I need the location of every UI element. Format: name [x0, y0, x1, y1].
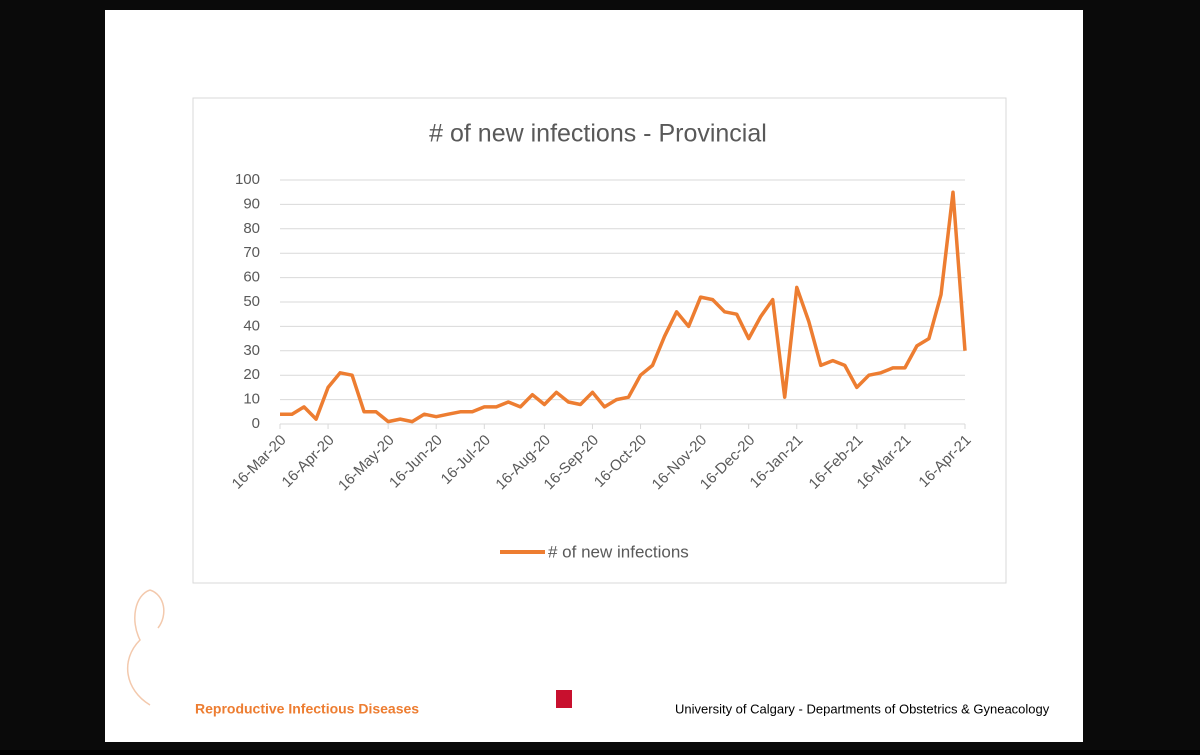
y-tick-label: 50	[243, 293, 260, 310]
logo	[556, 690, 572, 708]
decoration	[126, 589, 165, 706]
y-tick-label: 100	[235, 171, 260, 188]
y-tick-label: 40	[243, 317, 260, 334]
y-tick-label: 60	[243, 269, 260, 286]
y-tick-label: 90	[243, 195, 260, 212]
chart-frame	[192, 97, 1007, 584]
legend-label: # of new infections	[548, 542, 689, 561]
y-tick-label: 10	[243, 391, 260, 408]
y-tick-label: 80	[243, 220, 260, 237]
footer-right: University of Calgary - Departments of O…	[675, 701, 1050, 716]
y-tick-label: 0	[252, 415, 260, 432]
y-tick-label: 70	[243, 244, 260, 261]
footer-left: Reproductive Infectious Diseases	[195, 701, 419, 717]
chart-title: # of new infections - Provincial	[429, 120, 767, 148]
y-tick-label: 30	[243, 342, 260, 359]
data-line	[280, 190, 967, 424]
y-tick-label: 20	[243, 366, 260, 383]
